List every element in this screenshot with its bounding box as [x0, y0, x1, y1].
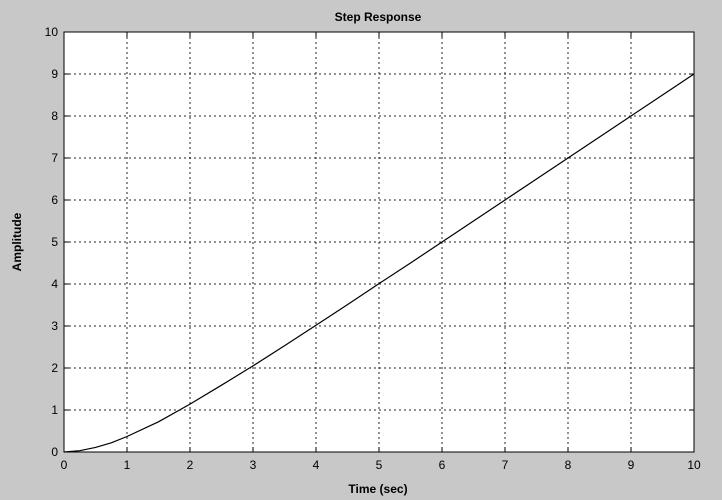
- series-line: [63, 73, 695, 453]
- x-tick-label: 6: [439, 458, 446, 472]
- y-tick-label: 7: [51, 151, 58, 165]
- x-tick-label: 4: [313, 458, 320, 472]
- x-tick-label: 2: [187, 458, 194, 472]
- y-tick-label: 4: [51, 277, 58, 291]
- y-tick-label: 9: [51, 67, 58, 81]
- y-tick-label: 1: [51, 403, 58, 417]
- y-tick-label: 3: [51, 319, 58, 333]
- y-tick-label: 2: [51, 361, 58, 375]
- x-tick-label: 9: [628, 458, 635, 472]
- y-tick-label: 0: [51, 445, 58, 459]
- x-tick-label: 3: [250, 458, 257, 472]
- y-tick-label: 8: [51, 109, 58, 123]
- x-axis-label: Time (sec): [348, 482, 407, 496]
- grid: [64, 32, 694, 452]
- y-tick-label: 5: [51, 235, 58, 249]
- chart-title: Step Response: [335, 10, 422, 24]
- x-tick-label: 0: [61, 458, 68, 472]
- x-tick-label: 5: [376, 458, 383, 472]
- x-tick-label: 7: [502, 458, 509, 472]
- tick-labels: 0 1 2 3 4 5 6 7 8 9 10 0 1 2 3 4 5 6 7 8 9 10: [45, 25, 701, 472]
- y-tick-label: 10: [45, 25, 59, 39]
- x-tick-label: 8: [565, 458, 572, 472]
- y-axis-label: Amplitude: [10, 212, 24, 271]
- x-tick-label: 10: [687, 458, 701, 472]
- y-tick-label: 6: [51, 193, 58, 207]
- x-tick-label: 1: [124, 458, 131, 472]
